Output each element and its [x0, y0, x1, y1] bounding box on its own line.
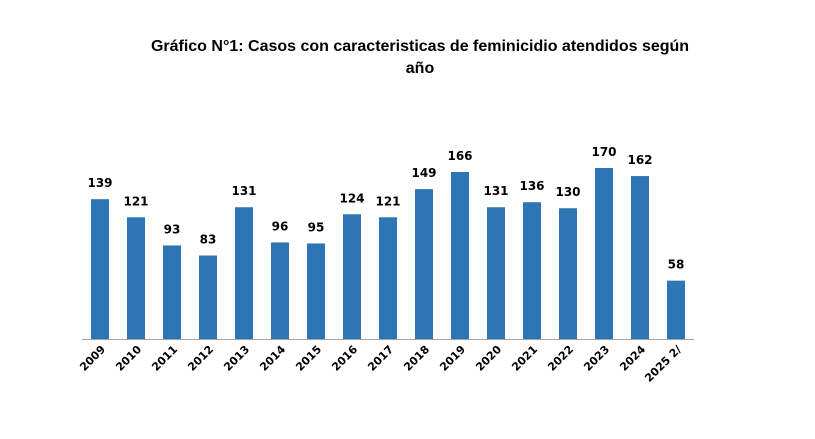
- bar-2023: [595, 168, 613, 339]
- bar-2025-2: [667, 280, 685, 339]
- data-label: 124: [339, 191, 364, 205]
- bar-2020: [487, 207, 505, 339]
- chart-title: Gráfico N°1: Casos con caracteristicas d…: [150, 38, 690, 77]
- data-label: 131: [483, 184, 508, 198]
- x-tick-label: 2009: [77, 343, 108, 374]
- x-tick-label: 2024: [617, 343, 648, 374]
- x-tick-label: 2020: [473, 343, 504, 374]
- value-labels-layer: 139 121 93 83 131 96 95 124 121 149 166 131 136 130 17…: [87, 145, 684, 272]
- bars-layer: [91, 168, 685, 339]
- bar-2009: [91, 199, 109, 339]
- bar-2017: [379, 217, 397, 339]
- data-label: 121: [375, 194, 400, 208]
- data-label: 58: [668, 258, 685, 272]
- data-label: 131: [231, 184, 256, 198]
- bar-2024: [631, 176, 649, 339]
- bar-2016: [343, 214, 361, 339]
- data-label: 95: [308, 220, 325, 234]
- data-label: 93: [164, 222, 181, 236]
- data-label: 130: [555, 185, 580, 199]
- x-tick-label: 2022: [545, 343, 576, 374]
- bar-2010: [127, 217, 145, 339]
- bar-2019: [451, 172, 469, 339]
- data-label: 166: [447, 149, 472, 163]
- x-tick-label: 2014: [257, 343, 288, 374]
- bar-2011: [163, 245, 181, 339]
- data-label: 170: [591, 145, 616, 159]
- x-tick-label: 2019: [437, 343, 468, 374]
- x-tick-label: 2013: [221, 343, 252, 374]
- bar-2013: [235, 207, 253, 339]
- tick-labels-layer: 2009 2010 2011 2012 2013 2014 2015 2016 2017 2018…: [77, 342, 685, 384]
- data-label: 136: [519, 179, 544, 193]
- x-tick-label: 2017: [365, 343, 396, 374]
- data-label: 96: [272, 219, 289, 233]
- data-label: 83: [200, 233, 217, 247]
- bar-2021: [523, 202, 541, 339]
- data-label: 162: [627, 153, 652, 167]
- bar-2015: [307, 243, 325, 339]
- bar-2018: [415, 189, 433, 339]
- data-label: 149: [411, 166, 436, 180]
- x-tick-label: 2012: [185, 343, 216, 374]
- x-tick-label: 2010: [113, 343, 144, 374]
- x-tick-label: 2011: [149, 343, 180, 374]
- x-tick-label: 2018: [401, 343, 432, 374]
- bar-2022: [559, 208, 577, 339]
- x-tick-label: 2015: [293, 343, 324, 374]
- x-tick-label: 2021: [509, 343, 540, 374]
- x-tick-label: 2025 2/: [642, 342, 684, 384]
- bar-2014: [271, 242, 289, 339]
- x-tick-label: 2023: [581, 343, 612, 374]
- bar-2012: [199, 255, 217, 339]
- data-label: 121: [123, 194, 148, 208]
- data-label: 139: [87, 176, 112, 190]
- x-tick-label: 2016: [329, 343, 360, 374]
